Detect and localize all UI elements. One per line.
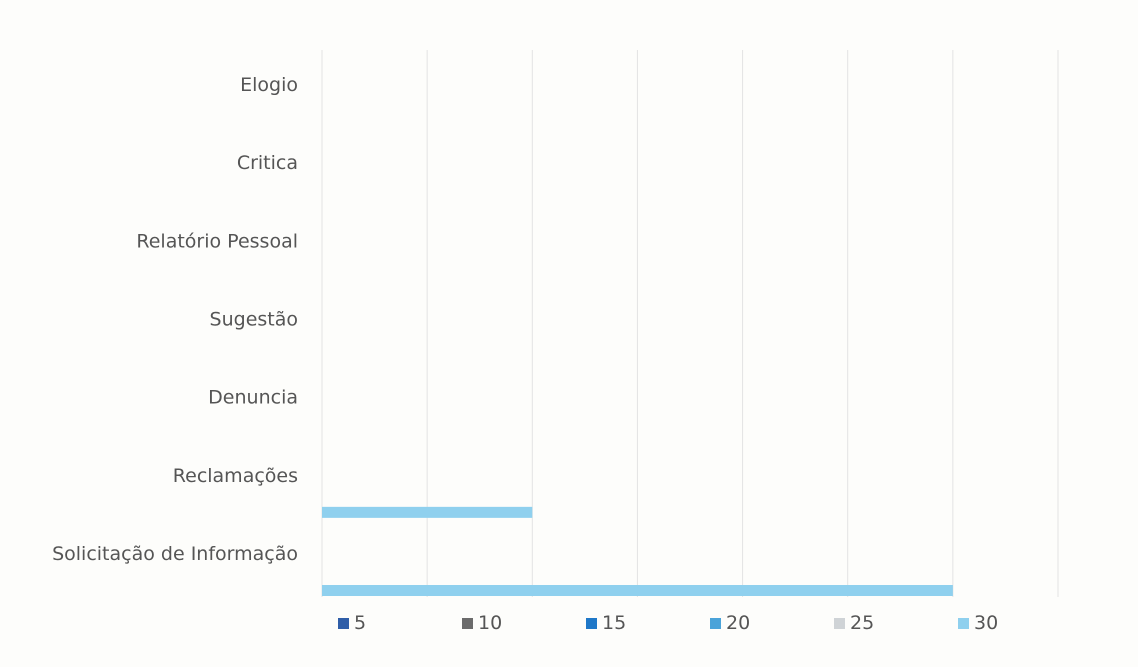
legend-label: 10 — [478, 612, 502, 634]
category-labels: Elogio Critica Relatório Pessoal Sugestão De… — [52, 74, 298, 565]
category-label: Solicitação de Informação — [52, 543, 298, 565]
legend: 5 10 15 20 25 30 — [338, 612, 998, 634]
legend-swatch — [958, 618, 969, 629]
bars — [322, 506, 953, 596]
bar — [322, 506, 533, 518]
legend-label: 5 — [354, 612, 366, 634]
category-label: Denuncia — [208, 387, 298, 409]
category-label: Sugestão — [210, 309, 298, 331]
legend-swatch — [586, 618, 597, 629]
category-label: Reclamações — [173, 465, 298, 487]
bar — [322, 585, 953, 596]
category-label: Relatório Pessoal — [136, 230, 298, 252]
category-label: Critica — [237, 152, 298, 174]
category-label: Elogio — [240, 74, 298, 96]
legend-swatch — [834, 618, 845, 629]
legend-label: 25 — [850, 612, 874, 634]
legend-label: 30 — [974, 612, 998, 634]
legend-swatch — [462, 618, 473, 629]
legend-label: 20 — [726, 612, 750, 634]
legend-swatch — [710, 618, 721, 629]
gridlines — [321, 50, 1059, 597]
legend-swatch — [338, 618, 349, 629]
legend-label: 15 — [602, 612, 626, 634]
